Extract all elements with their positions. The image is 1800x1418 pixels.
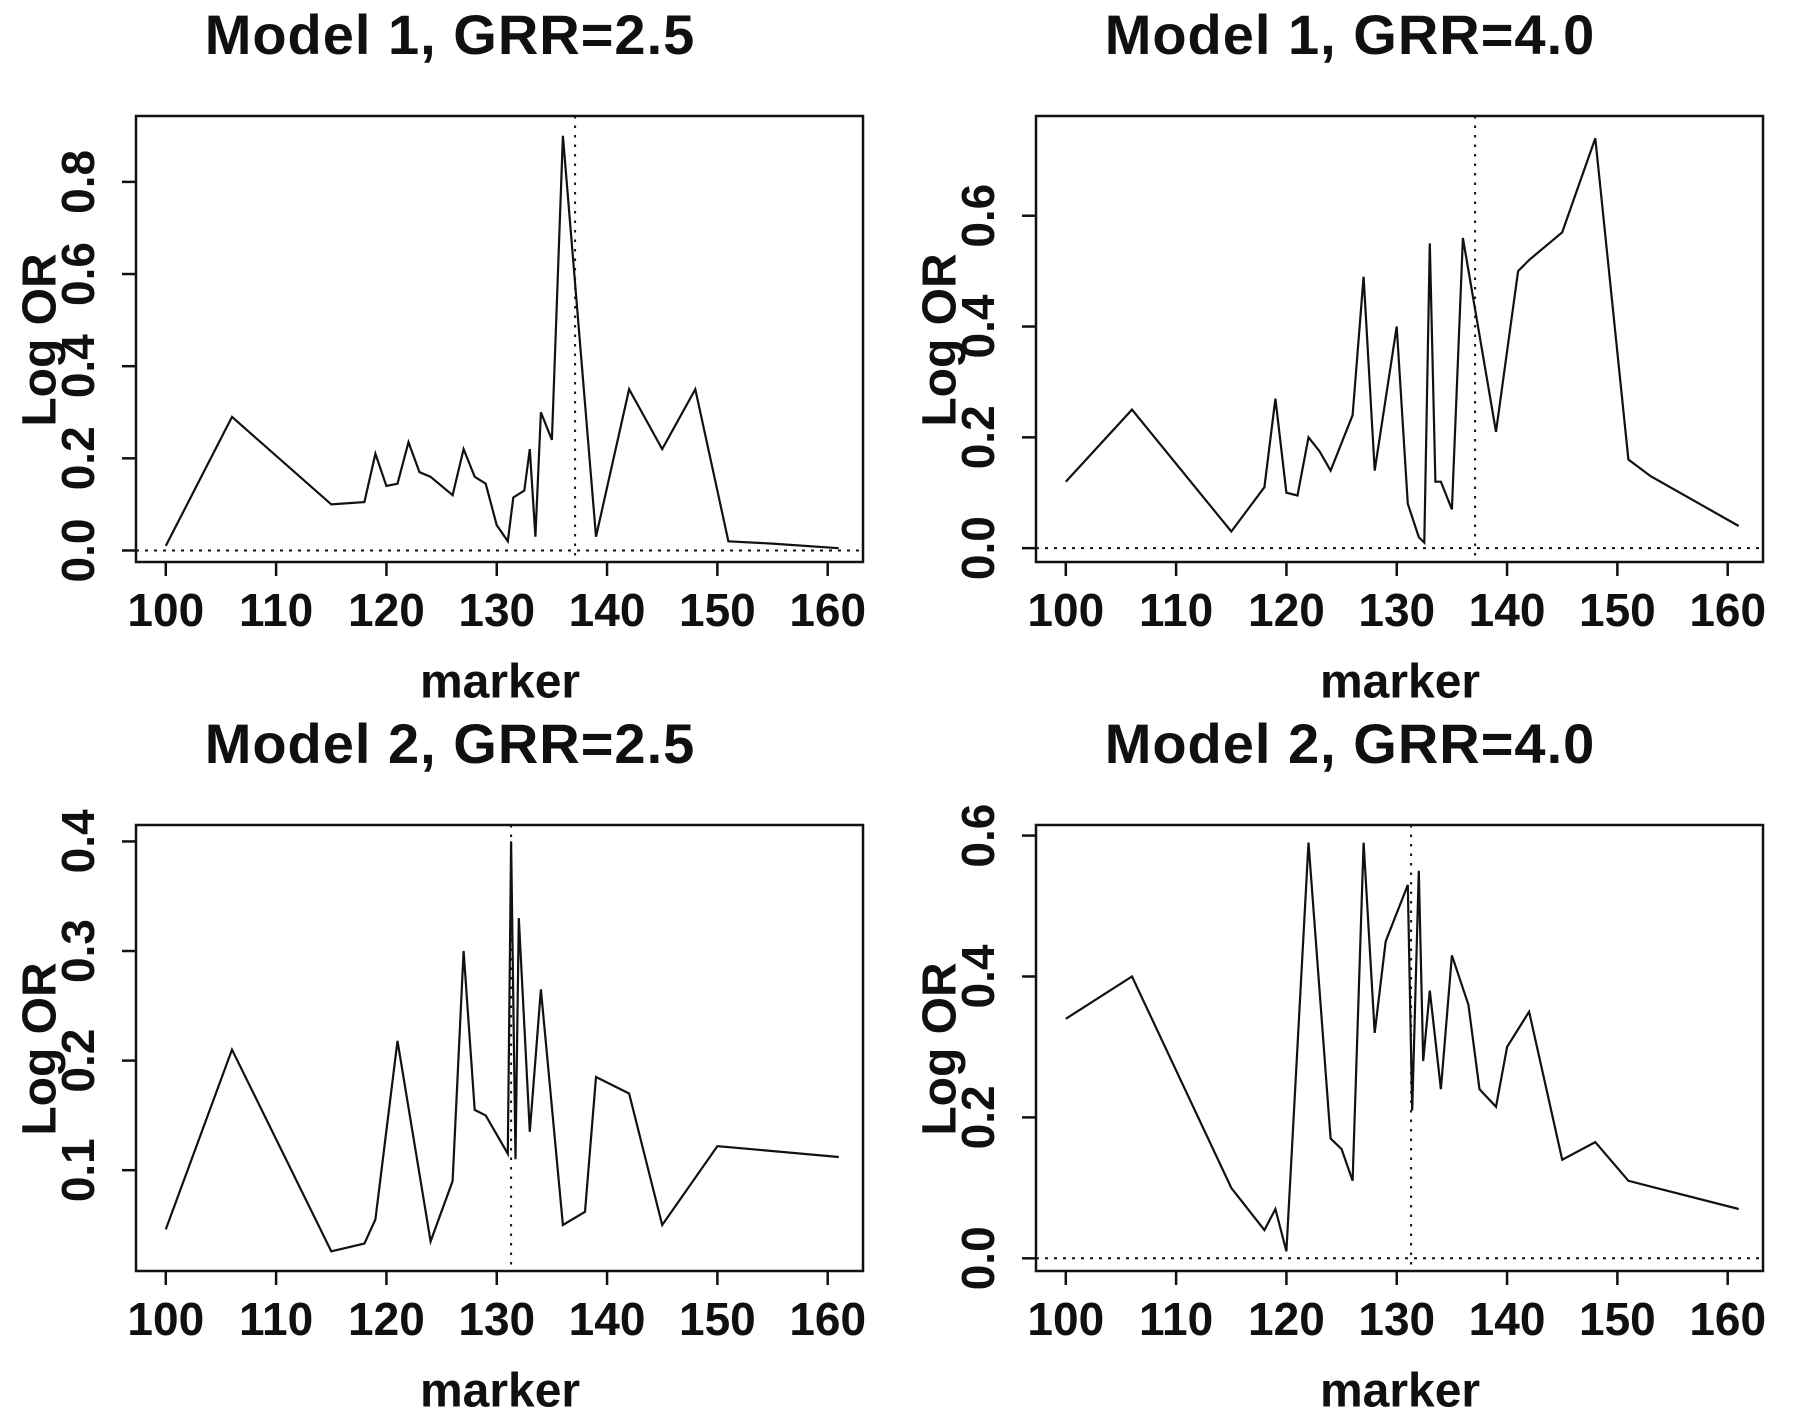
x-tick-label: 140: [569, 584, 646, 636]
y-tick-label: 0.0: [952, 1226, 1004, 1290]
data-series-group: [1065, 842, 1739, 1252]
x-tick-label: 130: [1358, 584, 1435, 636]
x-tick-label: 150: [1579, 1293, 1656, 1345]
y-tick-label: 0.6: [952, 184, 1004, 248]
x-tick-label: 120: [1248, 584, 1325, 636]
series-line-log-odds-ratio-profile: [164, 841, 839, 1253]
y-tick-label: 0.4: [52, 809, 104, 873]
x-axis-ticks: 100 110 120 130 140 150 160: [127, 562, 866, 636]
y-tick-label: 0.4: [952, 944, 1004, 1008]
x-axis-label: marker: [419, 1364, 581, 1418]
y-tick-label: 0.2: [952, 405, 1004, 469]
series-line-log-odds-ratio-profile: [164, 135, 839, 550]
y-tick-label: 0.3: [52, 919, 104, 983]
plot-area: 100 110 120 130 140 150 160 0.1 0.2 0.3 0.4: [52, 809, 866, 1345]
x-tick-label: 160: [789, 584, 866, 636]
y-tick-label: 0.2: [52, 426, 104, 490]
x-tick-label: 140: [569, 1293, 646, 1345]
x-tick-label: 130: [458, 584, 535, 636]
x-tick-label: 100: [127, 584, 204, 636]
panel-model1-grr2.5: Model 1, GRR=2.5 Log OR 100 110 120 130 140 1…: [0, 0, 900, 709]
y-tick-label: 0.8: [52, 150, 104, 214]
x-tick-label: 110: [1139, 584, 1213, 636]
x-tick-label: 100: [1027, 584, 1104, 636]
x-tick-label: 160: [789, 1293, 866, 1345]
x-tick-label: 150: [679, 1293, 756, 1345]
x-tick-label: 110: [239, 584, 313, 636]
x-axis-label: marker: [1319, 1364, 1481, 1418]
y-tick-label: 0.4: [52, 334, 104, 398]
x-tick-label: 120: [1248, 1293, 1325, 1345]
data-series-group: [1064, 137, 1740, 546]
x-tick-label: 110: [1139, 1293, 1213, 1345]
y-axis-ticks: 0.0 0.2 0.4 0.6: [952, 184, 1036, 580]
data-series-group: [164, 841, 839, 1253]
x-tick-label: 150: [679, 584, 756, 636]
x-axis-label: marker: [419, 655, 581, 709]
plot-area: 100 110 120 130 140 150 160 0.0 0.2 0.4 0.6: [952, 114, 1766, 636]
x-tick-label: 140: [1469, 584, 1546, 636]
plot-frame: [1034, 823, 1765, 1273]
y-tick-label: 0.2: [952, 1085, 1004, 1149]
x-tick-label: 150: [1579, 584, 1656, 636]
data-series-group: [164, 135, 839, 550]
y-tick-label: 0.0: [52, 519, 104, 583]
plot-area: 100 110 120 130 140 150 160 0.0 0.2 0.4 0.6: [952, 804, 1766, 1345]
panel-title: Model 2, GRR=2.5: [204, 712, 696, 775]
y-tick-label: 0.6: [52, 242, 104, 306]
x-tick-label: 140: [1469, 1293, 1546, 1345]
plot-frame: [134, 823, 865, 1273]
y-axis-ticks: 0.0 0.2 0.4 0.6: [952, 804, 1036, 1290]
y-tick-label: 0.6: [952, 804, 1004, 868]
y-axis-ticks: 0.0 0.2 0.4 0.6 0.8: [52, 150, 136, 583]
x-tick-label: 130: [458, 1293, 535, 1345]
x-tick-label: 130: [1358, 1293, 1435, 1345]
panel-model2-grr2.5: Model 2, GRR=2.5 Log OR 100 110 120 130 140 1…: [0, 709, 900, 1418]
x-tick-label: 120: [348, 1293, 425, 1345]
x-axis-ticks: 100 110 120 130 140 150 160: [1027, 1271, 1766, 1345]
x-tick-label: 120: [348, 584, 425, 636]
panel-model2-grr4.0: Model 2, GRR=4.0 Log OR 100 110 120 130 140 1…: [900, 709, 1800, 1418]
y-axis-ticks: 0.1 0.2 0.3 0.4: [52, 809, 136, 1202]
y-tick-label: 0.2: [52, 1029, 104, 1093]
plot-frame: [134, 114, 865, 564]
y-tick-label: 0.4: [952, 294, 1004, 358]
panel-model1-grr4.0: Model 1, GRR=4.0 Log OR 100 110 120 130 140 1…: [900, 0, 1800, 709]
plot-frame: [1034, 114, 1765, 564]
x-tick-label: 110: [239, 1293, 313, 1345]
y-tick-label: 0.1: [52, 1138, 104, 1202]
plot-area: 100 110 120 130 140 150 160 0.0 0.2 0.4 0.6 0.8: [52, 114, 866, 636]
x-tick-label: 100: [1027, 1293, 1104, 1345]
x-tick-label: 100: [127, 1293, 204, 1345]
x-tick-label: 160: [1689, 584, 1766, 636]
series-line-log-odds-ratio-profile: [1065, 842, 1739, 1252]
panel-title: Model 1, GRR=2.5: [204, 3, 696, 66]
y-tick-label: 0.0: [952, 516, 1004, 580]
panel-title: Model 1, GRR=4.0: [1104, 3, 1596, 66]
x-tick-label: 160: [1689, 1293, 1766, 1345]
x-axis-label: marker: [1319, 655, 1481, 709]
x-axis-ticks: 100 110 120 130 140 150 160: [127, 1271, 866, 1345]
panel-title: Model 2, GRR=4.0: [1104, 712, 1596, 775]
x-axis-ticks: 100 110 120 130 140 150 160: [1027, 562, 1766, 636]
series-line-log-odds-ratio-profile: [1064, 137, 1740, 546]
